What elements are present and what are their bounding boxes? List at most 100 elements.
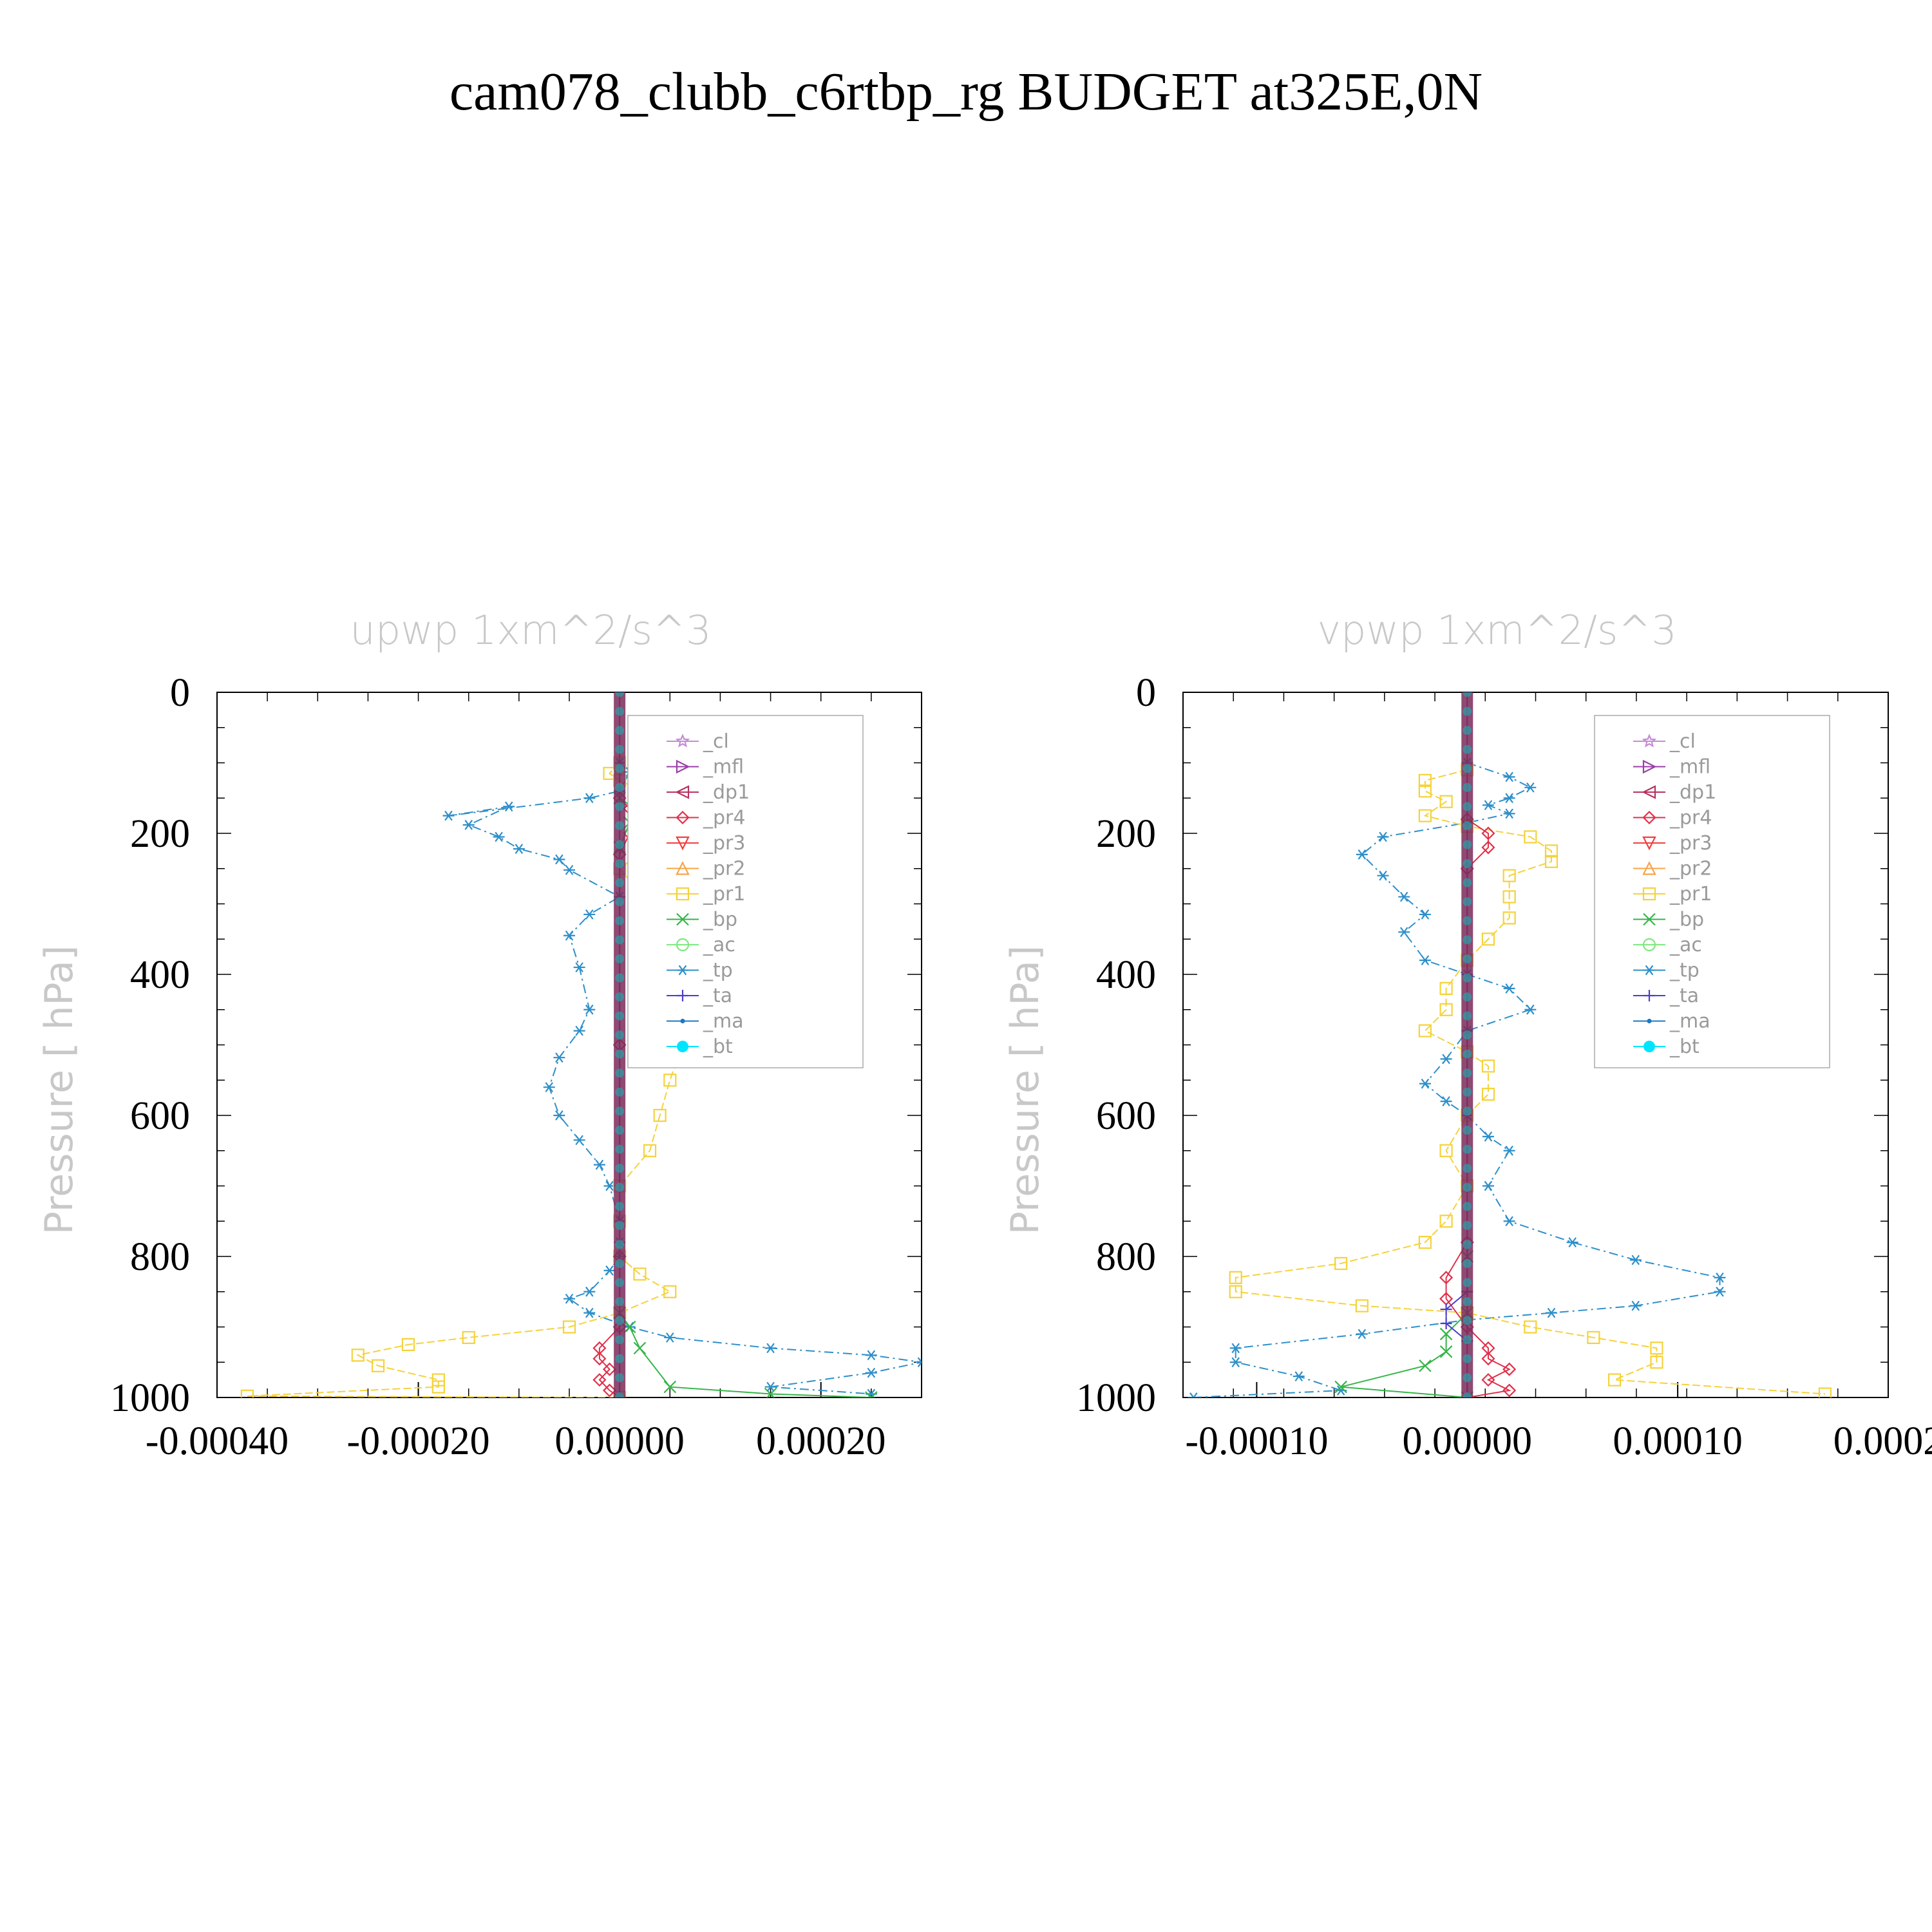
vpwp-legend-marker — [1642, 836, 1656, 851]
upwp-panel-title: upwp 1xm^2/s^3 — [350, 607, 712, 654]
vpwp-point-pr1 — [1524, 1320, 1537, 1334]
vpwp-point-pr1 — [1544, 855, 1558, 868]
upwp-point-tp — [462, 820, 475, 830]
vpwp-series-group — [1188, 692, 1832, 1397]
vpwp-point-pr1 — [1502, 890, 1516, 904]
upwp-y-tick-label: 400 — [130, 953, 190, 997]
vpwp-point-pr1 — [1355, 1299, 1368, 1312]
vpwp-zero-marker — [1463, 840, 1472, 849]
vpwp-point-pr1 — [1481, 1088, 1495, 1101]
vpwp-zero-marker — [1463, 935, 1472, 945]
upwp-legend-marker — [676, 913, 689, 926]
upwp-zero-marker — [615, 1392, 625, 1397]
vpwp-series-line-bp — [1340, 1256, 1468, 1397]
upwp-point-tp — [764, 1381, 777, 1392]
vpwp-point-pr4 — [1481, 1341, 1495, 1355]
upwp-x-tick-label: 0.00020 — [756, 1419, 886, 1463]
upwp-legend-box — [627, 715, 864, 1068]
vpwp-point-pr1 — [1481, 1059, 1495, 1073]
upwp-point-pr4 — [592, 1341, 607, 1355]
upwp-point-pr1 — [371, 1359, 385, 1372]
upwp-point-tp — [593, 1159, 605, 1170]
upwp-zero-marker — [615, 820, 625, 830]
upwp-zero-marker — [615, 878, 625, 887]
vpwp-point-tp — [1419, 1078, 1431, 1089]
vpwp-zero-marker — [1463, 1087, 1472, 1097]
vpwp-y-tick-label: 1000 — [1076, 1376, 1156, 1420]
vpwp-point-tp — [1356, 1329, 1368, 1340]
upwp-zero-marker — [615, 782, 625, 792]
upwp-point-pr4 — [602, 1362, 617, 1376]
vpwp-point-tp — [1419, 909, 1431, 920]
upwp-zero-marker — [615, 954, 625, 963]
vpwp-point-pr4 — [1481, 1352, 1495, 1366]
upwp-x-tick-label: -0.00020 — [346, 1419, 489, 1463]
vpwp-zero-marker — [1463, 916, 1472, 925]
upwp-legend-label: _cl — [703, 730, 729, 753]
upwp-legend-label: _ma — [703, 1010, 744, 1033]
vpwp-zero-marker — [1463, 1106, 1472, 1116]
vpwp-legend-marker — [1642, 938, 1656, 952]
vpwp-point-tp — [1482, 800, 1494, 811]
vpwp-zero-marker — [1463, 954, 1472, 963]
upwp-y-tick-label: 800 — [130, 1235, 190, 1279]
vpwp-point-pr1 — [1587, 1331, 1600, 1345]
upwp-zero-marker — [615, 916, 625, 925]
upwp-y-tick-label: 200 — [130, 812, 190, 856]
upwp-legend-marker — [676, 836, 690, 851]
vpwp-point-pr1 — [1229, 1285, 1242, 1298]
vpwp-series-bp — [1334, 1250, 1474, 1397]
upwp-zero-marker — [615, 973, 625, 983]
upwp-point-tp — [513, 844, 525, 854]
vpwp-zero-marker — [1463, 706, 1472, 716]
upwp-zero-marker — [615, 1278, 625, 1287]
upwp-point-tp — [442, 810, 455, 821]
vpwp-zero-marker — [1463, 782, 1472, 792]
vpwp-zero-marker — [1463, 802, 1472, 811]
upwp-legend-label: _pr2 — [703, 858, 745, 880]
vpwp-zero-marker — [1463, 1354, 1472, 1363]
vpwp-zero-marker — [1463, 973, 1472, 983]
upwp-point-pr1 — [351, 1349, 365, 1362]
vpwp-zero-marker — [1463, 992, 1472, 1002]
upwp-y-axis-label: Pressure [ hPa] — [37, 945, 82, 1235]
upwp-zero-marker — [615, 1049, 625, 1059]
upwp-zero-marker — [615, 1354, 625, 1363]
vpwp-zero-marker — [1463, 1049, 1472, 1059]
vpwp-legend-label: _ta — [1669, 985, 1699, 1007]
vpwp-zero-marker — [1463, 820, 1472, 830]
vpwp-point-pr1 — [1818, 1387, 1832, 1397]
vpwp-legend-label: _cl — [1669, 730, 1696, 753]
upwp-zero-marker — [615, 1373, 625, 1383]
vpwp-point-tp — [1377, 831, 1389, 842]
vpwp-zero-marker — [1463, 897, 1472, 907]
upwp-point-tp — [564, 865, 575, 875]
vpwp-legend-marker — [1642, 887, 1656, 901]
upwp-point-tp — [583, 1307, 596, 1318]
vpwp-zero-marker — [1463, 1316, 1472, 1325]
vpwp-y-tick-label: 0 — [1136, 671, 1156, 715]
vpwp-zero-marker — [1463, 1030, 1472, 1040]
vpwp-point-tp — [1546, 1307, 1558, 1318]
vpwp-point-pr1 — [1439, 981, 1453, 996]
vpwp-point-pr1 — [1334, 1256, 1348, 1271]
vpwp-point-tp — [1377, 870, 1389, 881]
vpwp-point-pr4 — [1481, 1373, 1495, 1387]
upwp-legend-marker — [677, 1041, 688, 1052]
upwp-zero-marker — [615, 1106, 625, 1116]
upwp-legend-label: _dp1 — [703, 781, 750, 804]
upwp-point-tp — [583, 793, 596, 804]
vpwp-legend-label: _ac — [1669, 934, 1702, 956]
vpwp-point-tp — [1398, 927, 1410, 938]
vpwp-zero-marker — [1463, 692, 1472, 697]
upwp-zero-marker — [615, 1068, 625, 1078]
vpwp-point-tp — [1503, 1216, 1515, 1227]
vpwp-point-tp — [1229, 1343, 1242, 1354]
vpwp-zero-marker — [1463, 1240, 1472, 1249]
upwp-zero-marker — [615, 1202, 625, 1211]
vpwp-point-pr1 — [1650, 1341, 1663, 1355]
vpwp-point-ta — [1440, 1303, 1452, 1316]
vpwp-legend-label: _bp — [1669, 909, 1704, 931]
vpwp-point-tp — [1503, 983, 1515, 994]
